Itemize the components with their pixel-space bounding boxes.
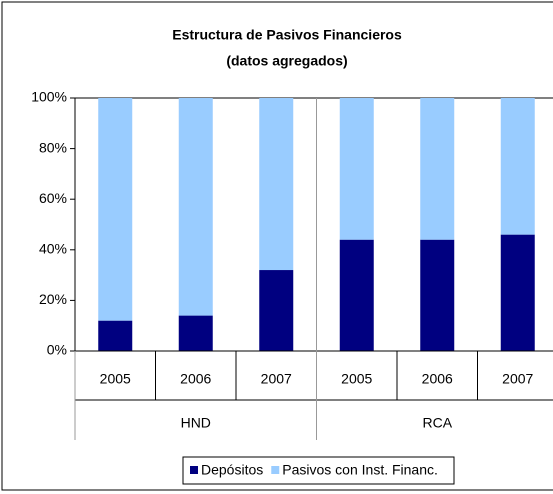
bar-segment: [339, 98, 374, 240]
chart-subtitle: (datos agregados): [226, 53, 347, 69]
y-tick-label: 40%: [39, 241, 67, 257]
bar-segment: [500, 98, 535, 235]
y-tick-label: 100%: [31, 89, 67, 105]
bar-segment: [339, 239, 374, 351]
bar-segment: [178, 315, 213, 351]
legend-label: Pasivos con Inst. Financ.: [282, 462, 438, 478]
y-tick-label: 0%: [47, 342, 67, 358]
x-tick-label: 2006: [422, 371, 453, 387]
bar-segment: [178, 98, 213, 316]
y-tick-label: 60%: [39, 190, 67, 206]
x-tick-label: 2007: [261, 371, 292, 387]
x-tick-label: 2005: [100, 371, 131, 387]
bar-segment: [98, 320, 133, 351]
y-tick-label: 80%: [39, 139, 67, 155]
bar-segment: [420, 98, 455, 240]
bar-segment: [259, 98, 294, 271]
y-tick-label: 20%: [39, 291, 67, 307]
group-label: HND: [181, 415, 211, 431]
x-tick-label: 2006: [180, 371, 211, 387]
x-tick-label: 2007: [502, 371, 533, 387]
legend-label: Depósitos: [201, 462, 263, 478]
bar-segment: [500, 234, 535, 351]
legend-swatch: [190, 466, 198, 474]
bar-segment: [98, 98, 133, 321]
bar-segment: [420, 239, 455, 351]
bar-segment: [259, 270, 294, 351]
legend-box: [182, 456, 455, 485]
x-tick-label: 2005: [341, 371, 372, 387]
legend-swatch: [271, 466, 280, 474]
group-label: RCA: [422, 415, 452, 431]
chart-title: Estructura de Pasivos Financieros: [172, 27, 402, 43]
